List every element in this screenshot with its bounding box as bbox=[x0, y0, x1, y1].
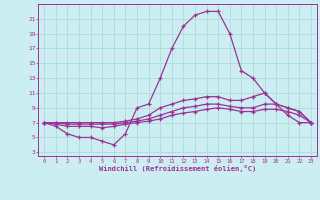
X-axis label: Windchill (Refroidissement éolien,°C): Windchill (Refroidissement éolien,°C) bbox=[99, 165, 256, 172]
